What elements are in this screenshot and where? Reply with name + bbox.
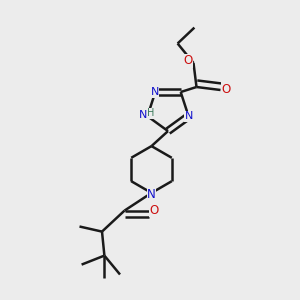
Text: O: O	[184, 54, 193, 67]
Text: O: O	[149, 203, 158, 217]
Text: N: N	[185, 111, 193, 121]
Text: N: N	[151, 87, 159, 97]
Text: N: N	[139, 110, 147, 120]
Text: H: H	[147, 108, 155, 118]
Text: N: N	[147, 188, 156, 201]
Text: O: O	[221, 83, 230, 96]
